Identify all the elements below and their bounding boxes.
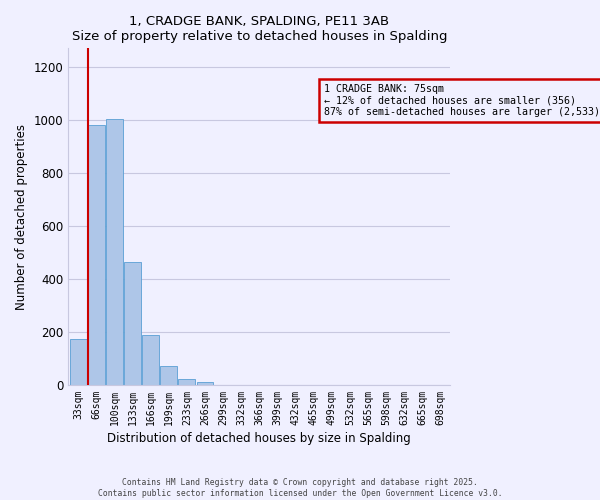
Y-axis label: Number of detached properties: Number of detached properties: [15, 124, 28, 310]
Bar: [88, 125, 104, 385]
Bar: [106, 118, 123, 385]
Title: 1, CRADGE BANK, SPALDING, PE11 3AB
Size of property relative to detached houses : 1, CRADGE BANK, SPALDING, PE11 3AB Size …: [71, 15, 447, 43]
Bar: [124, 262, 141, 385]
Text: Contains HM Land Registry data © Crown copyright and database right 2025.
Contai: Contains HM Land Registry data © Crown c…: [98, 478, 502, 498]
Bar: [70, 338, 86, 385]
Bar: [160, 366, 177, 385]
Bar: [197, 382, 214, 385]
Bar: [178, 379, 195, 385]
Text: 1 CRADGE BANK: 75sqm
← 12% of detached houses are smaller (356)
87% of semi-deta: 1 CRADGE BANK: 75sqm ← 12% of detached h…: [324, 84, 600, 117]
Bar: [142, 334, 159, 385]
X-axis label: Distribution of detached houses by size in Spalding: Distribution of detached houses by size …: [107, 432, 411, 445]
